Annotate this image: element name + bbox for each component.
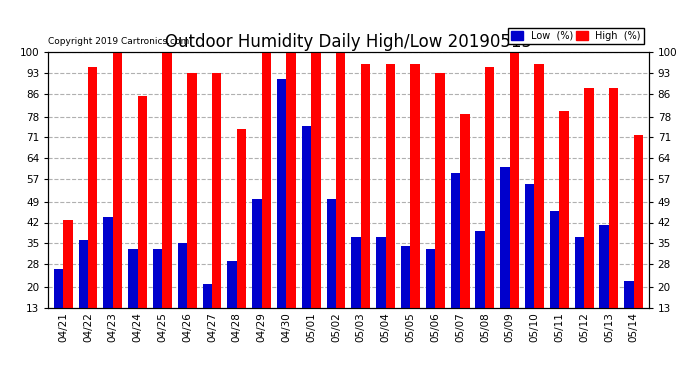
Bar — [376, 237, 386, 346]
Bar — [485, 67, 494, 346]
Bar — [311, 53, 321, 346]
Bar — [137, 96, 147, 346]
Bar — [79, 240, 88, 346]
Bar — [535, 64, 544, 346]
Bar — [262, 53, 271, 346]
Bar — [510, 53, 519, 346]
Bar — [178, 243, 187, 346]
Bar — [451, 172, 460, 346]
Bar — [435, 73, 444, 346]
Bar — [361, 64, 371, 346]
Bar — [54, 269, 63, 346]
Bar — [600, 225, 609, 346]
Bar — [525, 184, 535, 346]
Bar — [203, 284, 212, 346]
Bar — [63, 220, 72, 346]
Bar — [104, 217, 112, 346]
Bar — [237, 129, 246, 346]
Bar — [162, 53, 172, 346]
Bar — [336, 53, 346, 346]
Text: Copyright 2019 Cartronics.com: Copyright 2019 Cartronics.com — [48, 37, 190, 46]
Bar — [500, 167, 510, 346]
Bar — [351, 237, 361, 346]
Bar — [128, 249, 137, 346]
Bar — [460, 114, 469, 346]
Bar — [584, 88, 593, 346]
Bar — [302, 126, 311, 346]
Bar — [153, 249, 162, 346]
Bar — [401, 246, 411, 346]
Bar — [112, 53, 122, 346]
Bar — [624, 281, 633, 346]
Bar — [411, 64, 420, 346]
Bar — [326, 199, 336, 346]
Bar — [386, 64, 395, 346]
Bar — [88, 67, 97, 346]
Bar — [426, 249, 435, 346]
Bar — [560, 111, 569, 346]
Bar — [609, 88, 618, 346]
Bar — [633, 135, 643, 346]
Bar — [475, 231, 485, 346]
Bar — [550, 211, 560, 346]
Bar — [253, 199, 262, 346]
Title: Outdoor Humidity Daily High/Low 20190515: Outdoor Humidity Daily High/Low 20190515 — [165, 33, 532, 51]
Bar — [286, 53, 296, 346]
Bar — [187, 73, 197, 346]
Legend: Low  (%), High  (%): Low (%), High (%) — [509, 28, 644, 44]
Bar — [277, 79, 286, 346]
Bar — [575, 237, 584, 346]
Bar — [228, 261, 237, 346]
Bar — [212, 73, 221, 346]
